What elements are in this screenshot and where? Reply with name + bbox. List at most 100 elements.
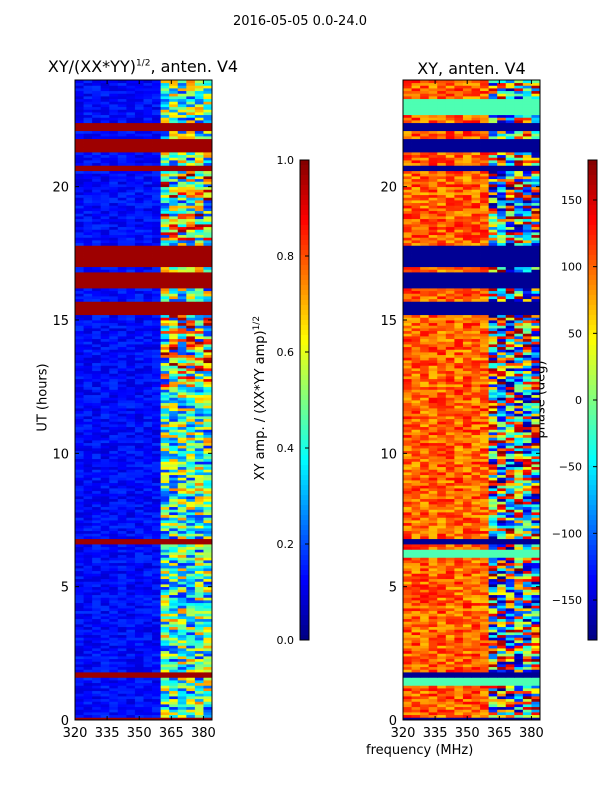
panel-1-cell (83, 477, 93, 481)
panel-1-cell (83, 472, 93, 476)
panel-1-cell (186, 186, 196, 190)
panel-2-cell (505, 624, 515, 628)
panel-2-cell (411, 546, 421, 550)
panel-2-cell (437, 584, 447, 588)
panel-1-cell (169, 482, 179, 486)
panel-1-cell (109, 117, 119, 121)
panel-1-cell (83, 538, 93, 542)
panel-2-cell (437, 698, 447, 702)
panel-1-cell (100, 541, 110, 545)
panel-1-cell (134, 520, 144, 524)
panel-1-cell (186, 362, 196, 366)
panel-1-cell (134, 336, 144, 340)
panel-1-cell (109, 341, 119, 345)
panel-2-cell (514, 698, 524, 702)
panel-1-cell (143, 554, 153, 558)
panel-1-cell (177, 170, 187, 174)
panel-1-cell (169, 506, 179, 510)
panel-2-cell (480, 610, 490, 614)
panel-1-cell (109, 282, 119, 286)
panel-1-cell (177, 301, 187, 305)
panel-1-cell (177, 146, 187, 150)
panel-2-cell (480, 597, 490, 601)
panel-1-cell (83, 344, 93, 348)
panel-1-cell (160, 640, 170, 644)
panel-2-cell (445, 690, 455, 694)
panel-1-cell (92, 312, 102, 316)
panel-2-cell (471, 677, 481, 681)
panel-1-cell (117, 637, 127, 641)
panel-2-cell (480, 709, 490, 713)
panel-1-cell (117, 162, 127, 166)
panel-1-cell (152, 538, 162, 542)
panel-1-cell (169, 381, 179, 385)
panel-2-cell (462, 602, 472, 606)
panel-1-cell (100, 277, 110, 281)
panel-1-cell (109, 485, 119, 489)
panel-1-cell (83, 485, 93, 489)
panel-1-cell (134, 485, 144, 489)
panel-1-cell (100, 368, 110, 372)
panel-1-cell (134, 469, 144, 473)
panel-1-cell (83, 146, 93, 150)
panel-1-cell (92, 544, 102, 548)
panel-1-cell (203, 450, 213, 454)
panel-1-cell (126, 429, 136, 433)
panel-1-cell (92, 226, 102, 230)
panel-1-cell (186, 605, 196, 609)
panel-1-cell (160, 522, 170, 526)
panel-1-cell (75, 674, 84, 678)
panel-1-cell (152, 205, 162, 209)
panel-1-cell (134, 437, 144, 441)
panel-1-cell (126, 594, 136, 598)
panel-1-cell (100, 432, 110, 436)
panel-2-cell (531, 621, 541, 625)
panel-2-cell (454, 562, 464, 566)
panel-1-cell (143, 240, 153, 244)
panel-1-cell (169, 224, 179, 228)
panel-1-cell (186, 368, 196, 372)
panel-1-cell (83, 549, 93, 553)
panel-2-cell (454, 546, 464, 550)
panel-2-cell (488, 701, 498, 705)
panel-1-cell (75, 122, 84, 126)
panel-1-cell (75, 200, 84, 204)
panel-2-cell (462, 693, 472, 697)
panel-1-cell (100, 381, 110, 385)
panel-1-cell (100, 568, 110, 572)
panel-2-cell (505, 621, 515, 625)
panel-1-cell (194, 544, 204, 548)
panel-2-cell (428, 664, 438, 668)
panel-1-cell (75, 114, 84, 118)
panel-1-cell (203, 106, 213, 110)
panel-2-cell (428, 672, 438, 676)
panel-1-cell (186, 221, 196, 225)
panel-1-cell (117, 80, 127, 84)
panel-1-cell (126, 416, 136, 420)
panel-1-cell (203, 709, 213, 713)
panel-1-cell (126, 125, 136, 129)
panel-1-cell (169, 621, 179, 625)
panel-1-cell (109, 509, 119, 513)
panel-1-cell (109, 645, 119, 649)
panel-1-cell (109, 698, 119, 702)
panel-1-cell (203, 280, 213, 284)
panel-1-cell (186, 112, 196, 116)
panel-1-cell (100, 610, 110, 614)
panel-1-cell (152, 448, 162, 452)
panel-1-cell (117, 122, 127, 126)
panel-1-cell (134, 362, 144, 366)
panel-1-cell (134, 242, 144, 246)
panel-1-cell (177, 218, 187, 222)
panel-1-cell (117, 413, 127, 417)
panel-1-cell (169, 413, 179, 417)
panel-2-cell (471, 714, 481, 718)
panel-2-cell (505, 536, 515, 540)
panel-1-cell (143, 496, 153, 500)
panel-1-cell (203, 216, 213, 220)
panel-2-cell (471, 709, 481, 713)
panel-1-cell (177, 664, 187, 668)
panel-1-cell (152, 693, 162, 697)
panel-2-cell (454, 624, 464, 628)
panel-2-cell (488, 664, 498, 668)
